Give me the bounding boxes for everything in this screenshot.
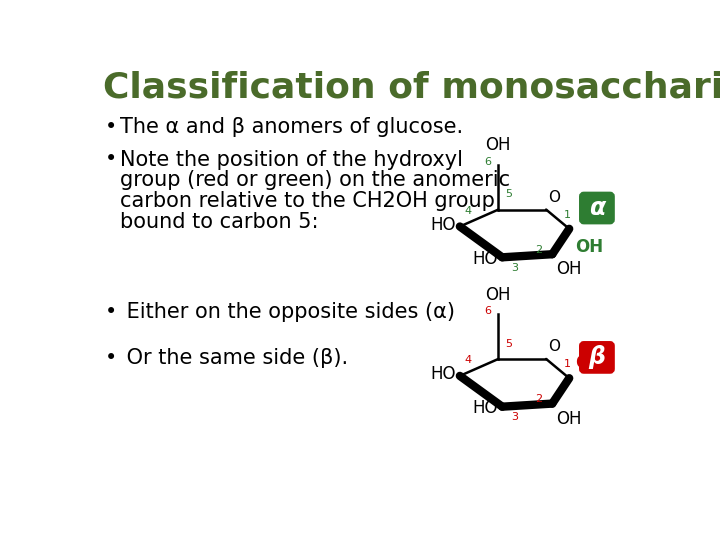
Text: HO: HO [473, 399, 498, 417]
Text: α: α [589, 196, 605, 220]
Text: bound to carbon 5:: bound to carbon 5: [120, 212, 319, 232]
Text: 2: 2 [535, 394, 542, 404]
FancyBboxPatch shape [581, 343, 613, 372]
Text: 2: 2 [535, 245, 542, 254]
Text: •: • [105, 302, 117, 322]
Text: O: O [548, 339, 559, 354]
Text: OH: OH [556, 410, 582, 428]
Text: carbon relative to the CH2OH group: carbon relative to the CH2OH group [120, 191, 495, 211]
Text: HO: HO [431, 216, 456, 234]
Text: •: • [105, 150, 117, 170]
Text: Classification of monosaccharides: Classification of monosaccharides [104, 71, 720, 105]
Text: OH: OH [485, 136, 511, 154]
Text: 5: 5 [505, 189, 513, 199]
Text: group (red or green) on the anomeric: group (red or green) on the anomeric [120, 170, 510, 190]
Text: 3: 3 [511, 263, 518, 273]
Text: 6: 6 [484, 157, 491, 167]
Text: 4: 4 [464, 355, 471, 366]
Text: HO: HO [431, 366, 456, 383]
Text: OH: OH [485, 286, 511, 303]
FancyBboxPatch shape [581, 193, 613, 222]
Text: •: • [105, 348, 117, 368]
Text: Note the position of the hydroxyl: Note the position of the hydroxyl [120, 150, 463, 170]
Text: 1: 1 [564, 210, 571, 220]
Text: Or the same side (β).: Or the same side (β). [120, 348, 348, 368]
Text: The α and β anomers of glucose.: The α and β anomers of glucose. [120, 117, 464, 137]
Text: 3: 3 [511, 413, 518, 422]
Text: Either on the opposite sides (α): Either on the opposite sides (α) [120, 302, 455, 322]
Text: 1: 1 [564, 359, 571, 369]
Text: 4: 4 [464, 206, 471, 216]
Text: OH: OH [575, 238, 603, 256]
Text: •: • [105, 117, 117, 137]
Text: HO: HO [473, 250, 498, 268]
Text: 5: 5 [505, 339, 513, 348]
Text: 6: 6 [484, 306, 491, 316]
Text: O: O [548, 190, 559, 205]
Text: OH: OH [575, 354, 603, 372]
Text: β: β [588, 346, 606, 369]
Text: OH: OH [556, 260, 582, 279]
